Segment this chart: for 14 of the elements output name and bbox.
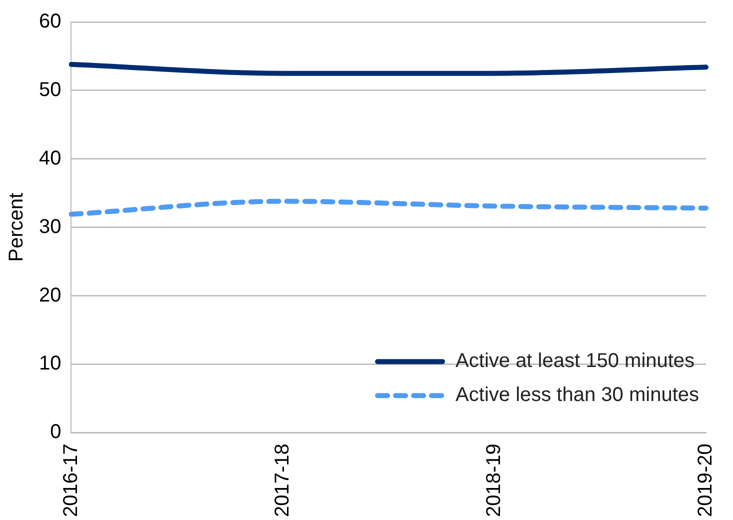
y-tick-label: 30 [38,216,62,238]
y-axis-title: Percent [6,192,28,262]
y-tick-label: 50 [38,78,62,101]
y-tick-label: 20 [38,284,62,306]
y-tick-label: 40 [38,147,62,170]
x-tick-label: 2019-20 [694,444,717,518]
x-tick-label: 2018-19 [482,444,505,518]
y-tick-label: 0 [50,421,62,444]
legend-label: Active less than 30 minutes [456,384,700,406]
legend-label: Active at least 150 minutes [456,350,695,372]
x-tick-label: 2016-17 [60,444,82,518]
x-tick-label: 2017-18 [271,444,294,518]
y-tick-label: 10 [38,352,62,375]
y-tick-label: 60 [38,10,62,33]
